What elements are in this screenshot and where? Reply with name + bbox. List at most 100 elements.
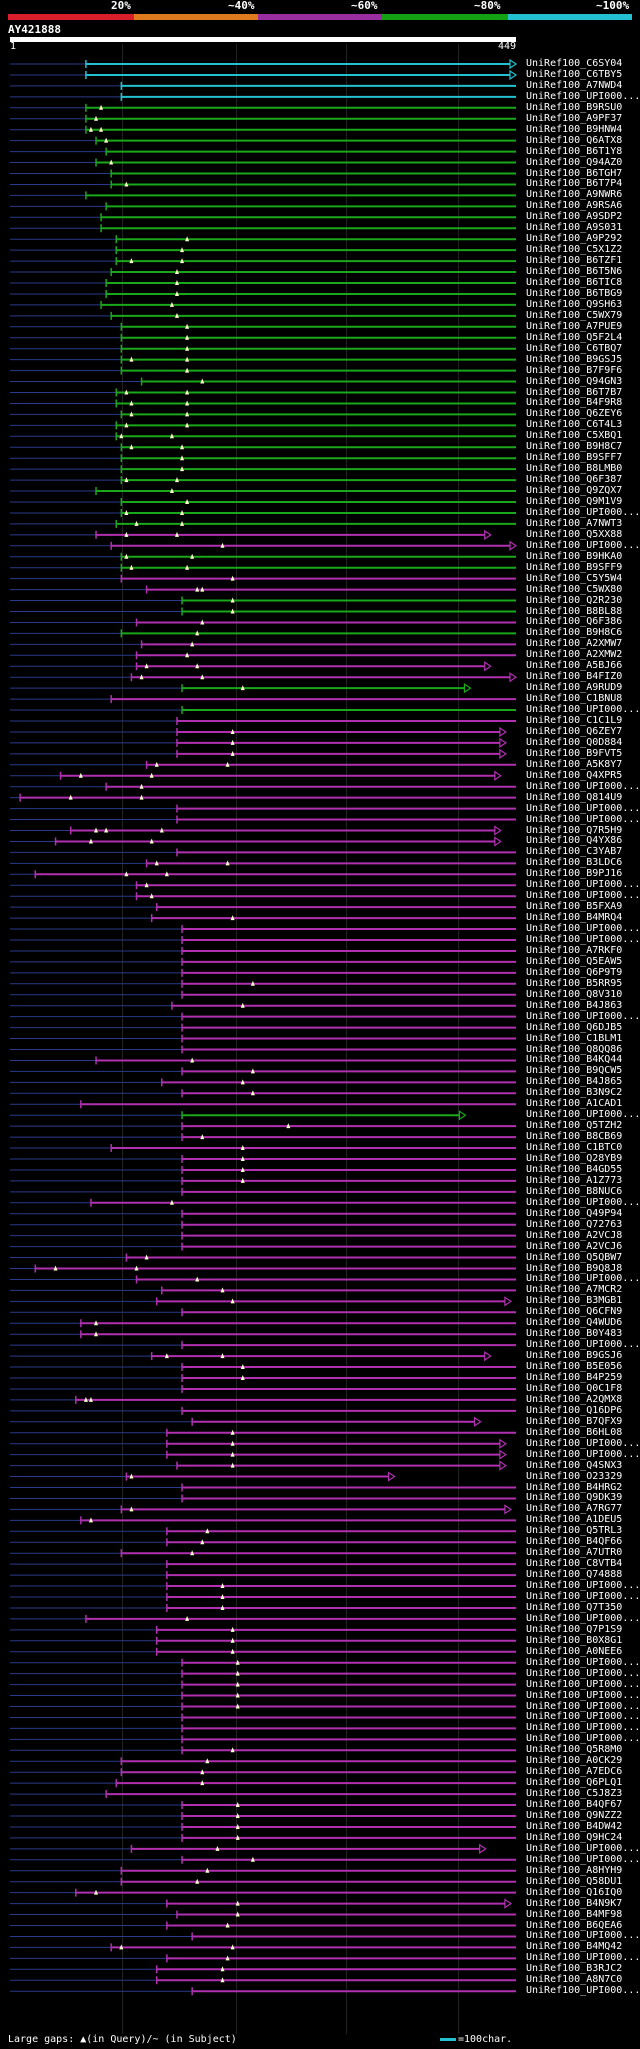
- hit-label[interactable]: UniRef100_Q814U9: [526, 791, 623, 803]
- hit-label[interactable]: UniRef100_Q9HC24: [526, 1831, 623, 1843]
- hit-row[interactable]: [10, 640, 516, 649]
- hit-row[interactable]: [10, 410, 516, 419]
- hit-label[interactable]: UniRef100_Q58DU1: [526, 1875, 623, 1887]
- hit-label[interactable]: UniRef100_UPI000...: [526, 1591, 640, 1602]
- hit-label[interactable]: UniRef100_Q6DJB5: [526, 1021, 623, 1033]
- hit-row[interactable]: [10, 1296, 513, 1307]
- hit-label[interactable]: UniRef100_B6T1Y8: [526, 145, 623, 157]
- hit-row[interactable]: [10, 1822, 516, 1831]
- hit-label[interactable]: UniRef100_A9SDP2: [526, 211, 623, 223]
- hit-row[interactable]: [10, 213, 516, 222]
- hit-label[interactable]: UniRef100_Q5XX88: [526, 528, 623, 540]
- hit-label[interactable]: UniRef100_B0X8G1: [526, 1634, 623, 1646]
- hit-label[interactable]: UniRef100_B6TBG9: [526, 287, 623, 299]
- hit-row[interactable]: [10, 1943, 516, 1952]
- hit-row[interactable]: [10, 1855, 516, 1864]
- hit-row[interactable]: [10, 114, 516, 123]
- hit-label[interactable]: UniRef100_B9SFF9: [526, 561, 623, 573]
- hit-label[interactable]: UniRef100_UPI000...: [526, 1667, 640, 1679]
- hit-label[interactable]: UniRef100_B0Y483: [526, 1328, 623, 1340]
- hit-label[interactable]: UniRef100_C5Y5W4: [526, 572, 623, 584]
- hit-row[interactable]: [10, 1176, 516, 1185]
- hit-label[interactable]: UniRef100_Q7T350: [526, 1601, 623, 1613]
- hit-label[interactable]: UniRef100_Q7P1S9: [526, 1623, 623, 1635]
- hit-row[interactable]: [10, 1833, 516, 1842]
- hit-label[interactable]: UniRef100_B9H8C7: [526, 441, 623, 453]
- hit-row[interactable]: [10, 1319, 516, 1328]
- hit-row[interactable]: [10, 748, 507, 759]
- hit-label[interactable]: UniRef100_Q9SH63: [526, 298, 623, 310]
- hit-row[interactable]: [10, 92, 516, 101]
- hit-row[interactable]: [10, 1593, 516, 1601]
- hit-row[interactable]: [10, 1275, 516, 1284]
- hit-row[interactable]: [10, 333, 516, 342]
- hit-row[interactable]: [10, 519, 516, 528]
- hit-row[interactable]: [10, 125, 516, 134]
- hit-label[interactable]: UniRef100_B9GSJ6: [526, 1350, 623, 1362]
- hit-row[interactable]: [10, 202, 516, 211]
- hit-label[interactable]: UniRef100_A2XMW2: [526, 649, 623, 661]
- hit-label[interactable]: UniRef100_UPI000...: [526, 1842, 640, 1854]
- hit-label[interactable]: UniRef100_UPI000...: [526, 1109, 640, 1121]
- hit-label[interactable]: UniRef100_UPI000...: [526, 923, 640, 935]
- hit-row[interactable]: [10, 1921, 516, 1930]
- hit-label[interactable]: UniRef100_A1CAD1: [526, 1098, 623, 1110]
- hit-row[interactable]: [10, 1133, 516, 1142]
- hit-row[interactable]: [10, 968, 516, 977]
- hit-row[interactable]: [10, 235, 516, 244]
- hit-row[interactable]: [10, 661, 492, 672]
- hit-label[interactable]: UniRef100_B4DW42: [526, 1820, 623, 1832]
- hit-row[interactable]: [10, 1494, 516, 1503]
- hit-label[interactable]: UniRef100_UPI000...: [526, 879, 640, 891]
- hit-label[interactable]: UniRef100_B4FIZ0: [526, 671, 623, 683]
- hit-row[interactable]: [10, 1757, 516, 1766]
- hit-label[interactable]: UniRef100_A1Z773: [526, 1174, 623, 1186]
- hit-row[interactable]: [10, 1888, 516, 1897]
- hit-label[interactable]: UniRef100_A8N7C0: [526, 1974, 623, 1986]
- hit-row[interactable]: [10, 487, 516, 496]
- hit-label[interactable]: UniRef100_B9H8C6: [526, 627, 623, 639]
- hit-label[interactable]: UniRef100_UPI000...: [526, 1448, 640, 1460]
- hit-row[interactable]: [10, 607, 516, 616]
- hit-row[interactable]: [10, 1801, 516, 1810]
- hit-row[interactable]: [10, 1843, 487, 1854]
- hit-label[interactable]: UniRef100_Q5R8M0: [526, 1744, 623, 1756]
- hit-row[interactable]: [10, 147, 516, 156]
- hit-label[interactable]: UniRef100_B4P259: [526, 1372, 623, 1383]
- hit-row[interactable]: [10, 1898, 513, 1909]
- hit-row[interactable]: [10, 69, 518, 81]
- hit-row[interactable]: [10, 421, 516, 430]
- hit-label[interactable]: UniRef100_Q94GN3: [526, 375, 623, 387]
- hit-label[interactable]: UniRef100_C5WX80: [526, 583, 623, 595]
- hit-row[interactable]: [10, 476, 516, 485]
- hit-row[interactable]: [10, 1384, 516, 1393]
- hit-row[interactable]: [10, 355, 516, 364]
- hit-row[interactable]: [10, 1713, 516, 1722]
- hit-label[interactable]: UniRef100_UPI000...: [526, 1853, 640, 1865]
- hit-row[interactable]: [10, 432, 516, 441]
- hit-label[interactable]: UniRef100_Q6F386: [526, 616, 623, 628]
- hit-label[interactable]: UniRef100_UPI000...: [526, 1678, 640, 1690]
- hit-row[interactable]: [10, 1866, 516, 1875]
- hit-label[interactable]: UniRef100_B9HKA0: [526, 550, 623, 562]
- hit-row[interactable]: [10, 1516, 516, 1525]
- hit-label[interactable]: UniRef100_A8HYH9: [526, 1864, 623, 1876]
- hit-label[interactable]: UniRef100_A7MCR2: [526, 1284, 623, 1296]
- hit-label[interactable]: UniRef100_Q0C1F8: [526, 1382, 623, 1394]
- hit-label[interactable]: UniRef100_C6TBQ7: [526, 342, 623, 354]
- hit-label[interactable]: UniRef100_UPI000...: [526, 539, 640, 551]
- hit-row[interactable]: [10, 651, 516, 660]
- hit-row[interactable]: [10, 1034, 516, 1043]
- hit-row[interactable]: [10, 1910, 516, 1919]
- hit-row[interactable]: [10, 618, 516, 627]
- hit-row[interactable]: [10, 1363, 516, 1372]
- hit-row[interactable]: [10, 574, 516, 583]
- hit-row[interactable]: [10, 1647, 516, 1656]
- hit-label[interactable]: UniRef100_UPI000...: [526, 780, 640, 792]
- hit-row[interactable]: [10, 585, 516, 594]
- hit-label[interactable]: UniRef100_Q6ATX8: [526, 134, 623, 146]
- hit-label[interactable]: UniRef100_Q8V310: [526, 988, 623, 1000]
- hit-label[interactable]: UniRef100_Q4YX86: [526, 835, 623, 847]
- hit-label[interactable]: UniRef100_B9FVT5: [526, 747, 623, 759]
- hit-label[interactable]: UniRef100_UPI000...: [526, 1700, 640, 1712]
